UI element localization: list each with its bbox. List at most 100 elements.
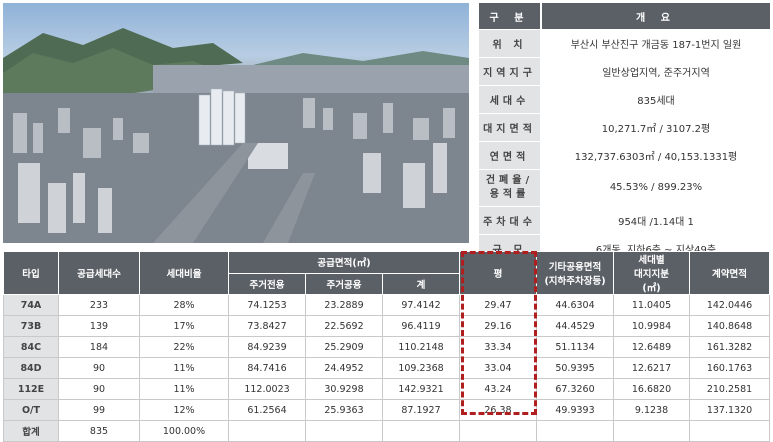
overview-key: 건폐율/ 용적률 (479, 169, 541, 207)
table-row: 84C 184 22% 84.9239 25.2909 110.2148 33.… (3, 336, 770, 358)
cell-households: 99 (58, 399, 140, 421)
cell-contract: 161.3282 (689, 336, 770, 358)
cell-type: 84D (3, 357, 59, 379)
cell-common: 23.2889 (305, 294, 383, 316)
overview-header-row: 구 분 개 요 (479, 3, 770, 30)
cell-households: 835 (58, 420, 140, 442)
cell-exclusive: 61.2564 (228, 399, 306, 421)
overview-header-key: 구 분 (479, 3, 541, 30)
cell-pyeong: 43.24 (459, 378, 537, 400)
cell-contract: 137.1320 (689, 399, 770, 421)
col-header-total: 계 (382, 272, 460, 295)
cell-total: 97.4142 (382, 294, 460, 316)
cell-exclusive: 84.9239 (228, 336, 306, 358)
cell-pyeong: 26.38 (459, 399, 537, 421)
overview-table: 구 분 개 요 위 치 부산시 부산진구 개금동 187-1번지 일원 지역지구… (479, 3, 770, 263)
col-header-exclusive: 주거전용 (228, 272, 306, 295)
overview-key: 지역지구 (479, 57, 541, 86)
cell-empty (228, 420, 306, 442)
cell-pyeong: 33.34 (459, 336, 537, 358)
cell-other-common: 67.3260 (536, 378, 614, 400)
cell-total: 142.9321 (382, 378, 460, 400)
col-header-ratio: 세대비율 (139, 251, 229, 295)
overview-row: 위 치 부산시 부산진구 개금동 187-1번지 일원 (479, 29, 770, 58)
table-row: 74A 233 28% 74.1253 23.2889 97.4142 29.4… (3, 294, 770, 316)
overview-row: 주차대수 954대 /1.14대 1 (479, 206, 770, 235)
cell-pyeong: 29.47 (459, 294, 537, 316)
col-header-line: (㎡) (642, 283, 661, 294)
cell-total: 110.2148 (382, 336, 460, 358)
overview-value: 일반상업지역, 준주거지역 (540, 57, 770, 86)
overview-key: 주차대수 (479, 206, 541, 235)
cell-exclusive: 112.0023 (228, 378, 306, 400)
cell-pyeong: 29.16 (459, 315, 537, 337)
col-header-pyeong: 평 (459, 251, 537, 295)
col-header-line: 대지지분 (634, 269, 669, 280)
table-row: 84D 90 11% 84.7416 24.4952 109.2368 33.0… (3, 357, 770, 379)
cell-contract: 160.1763 (689, 357, 770, 379)
cell-households: 90 (58, 357, 140, 379)
overview-row: 건폐율/ 용적률 45.53% / 899.23% (479, 169, 770, 207)
col-header-supply-area: 공급면적(㎡) (228, 251, 460, 274)
cell-total: 96.4119 (382, 315, 460, 337)
overview-value: 45.53% / 899.23% (540, 169, 770, 207)
overview-key-line: 용적률 (489, 189, 530, 200)
cell-type: 73B (3, 315, 59, 337)
cell-other-common: 50.9395 (536, 357, 614, 379)
table-row: 112E 90 11% 112.0023 30.9298 142.9321 43… (3, 378, 770, 400)
cell-ratio: 12% (139, 399, 229, 421)
cell-other-common: 49.9393 (536, 399, 614, 421)
cell-other-common: 44.6304 (536, 294, 614, 316)
cell-common: 30.9298 (305, 378, 383, 400)
cell-ratio: 28% (139, 294, 229, 316)
cell-total: 87.1927 (382, 399, 460, 421)
table-row: 73B 139 17% 73.8427 22.5692 96.4119 29.1… (3, 315, 770, 337)
cell-land-share: 12.6489 (613, 336, 690, 358)
cell-ratio: 22% (139, 336, 229, 358)
col-header-line: (지하주차장등) (544, 276, 606, 287)
cell-type: 84C (3, 336, 59, 358)
col-header-land-share: 세대별 대지지분 (㎡) (613, 251, 690, 295)
cell-land-share: 16.6820 (613, 378, 690, 400)
cell-land-share: 12.6217 (613, 357, 690, 379)
overview-value: 부산시 부산진구 개금동 187-1번지 일원 (540, 29, 770, 58)
cell-land-share: 9.1238 (613, 399, 690, 421)
cell-ratio: 11% (139, 357, 229, 379)
table-row: O/T 99 12% 61.2564 25.9363 87.1927 26.38… (3, 399, 770, 421)
cell-land-share: 11.0405 (613, 294, 690, 316)
cell-households: 184 (58, 336, 140, 358)
cell-households: 139 (58, 315, 140, 337)
table-total-row: 합계 835 100.00% (3, 420, 770, 442)
cell-contract: 140.8648 (689, 315, 770, 337)
cell-contract: 142.0446 (689, 294, 770, 316)
overview-value: 954대 /1.14대 1 (540, 206, 770, 235)
cell-empty (536, 420, 614, 442)
col-header-households: 공급세대수 (58, 251, 140, 295)
col-header-line: 기타공용면적 (548, 262, 602, 273)
col-header-other-common: 기타공용면적 (지하주차장등) (536, 251, 614, 295)
unit-table-header-row: 타입 공급세대수 세대비율 공급면적(㎡) 평 기타공용면적 (지하주차장등) … (3, 251, 770, 295)
cell-exclusive: 84.7416 (228, 357, 306, 379)
overview-value: 835세대 (540, 85, 770, 114)
cell-contract: 210.2581 (689, 378, 770, 400)
overview-row: 연면적 132,737.6303㎡ / 40,153.1331평 (479, 141, 770, 170)
overview-key: 세대수 (479, 85, 541, 114)
col-header-common: 주거공용 (305, 272, 383, 295)
unit-table-subheader-row: 주거전용 주거공용 계 (4, 272, 770, 295)
cell-pyeong: 33.04 (459, 357, 537, 379)
col-header-type: 타입 (3, 251, 59, 295)
cell-total: 109.2368 (382, 357, 460, 379)
cell-ratio: 100.00% (139, 420, 229, 442)
cell-type: 합계 (3, 420, 59, 442)
unit-area-table: 타입 공급세대수 세대비율 공급면적(㎡) 평 기타공용면적 (지하주차장등) … (3, 251, 770, 442)
overview-key: 대지면적 (479, 113, 541, 142)
overview-value: 132,737.6303㎡ / 40,153.1331평 (540, 141, 770, 170)
overview-key-line: 건폐율/ (485, 175, 534, 186)
cell-other-common: 51.1134 (536, 336, 614, 358)
overview-row: 세대수 835세대 (479, 85, 770, 114)
cell-type: O/T (3, 399, 59, 421)
cell-empty (305, 420, 383, 442)
cell-land-share: 10.9984 (613, 315, 690, 337)
aerial-rendering-image (3, 3, 469, 243)
overview-row: 지역지구 일반상업지역, 준주거지역 (479, 57, 770, 86)
